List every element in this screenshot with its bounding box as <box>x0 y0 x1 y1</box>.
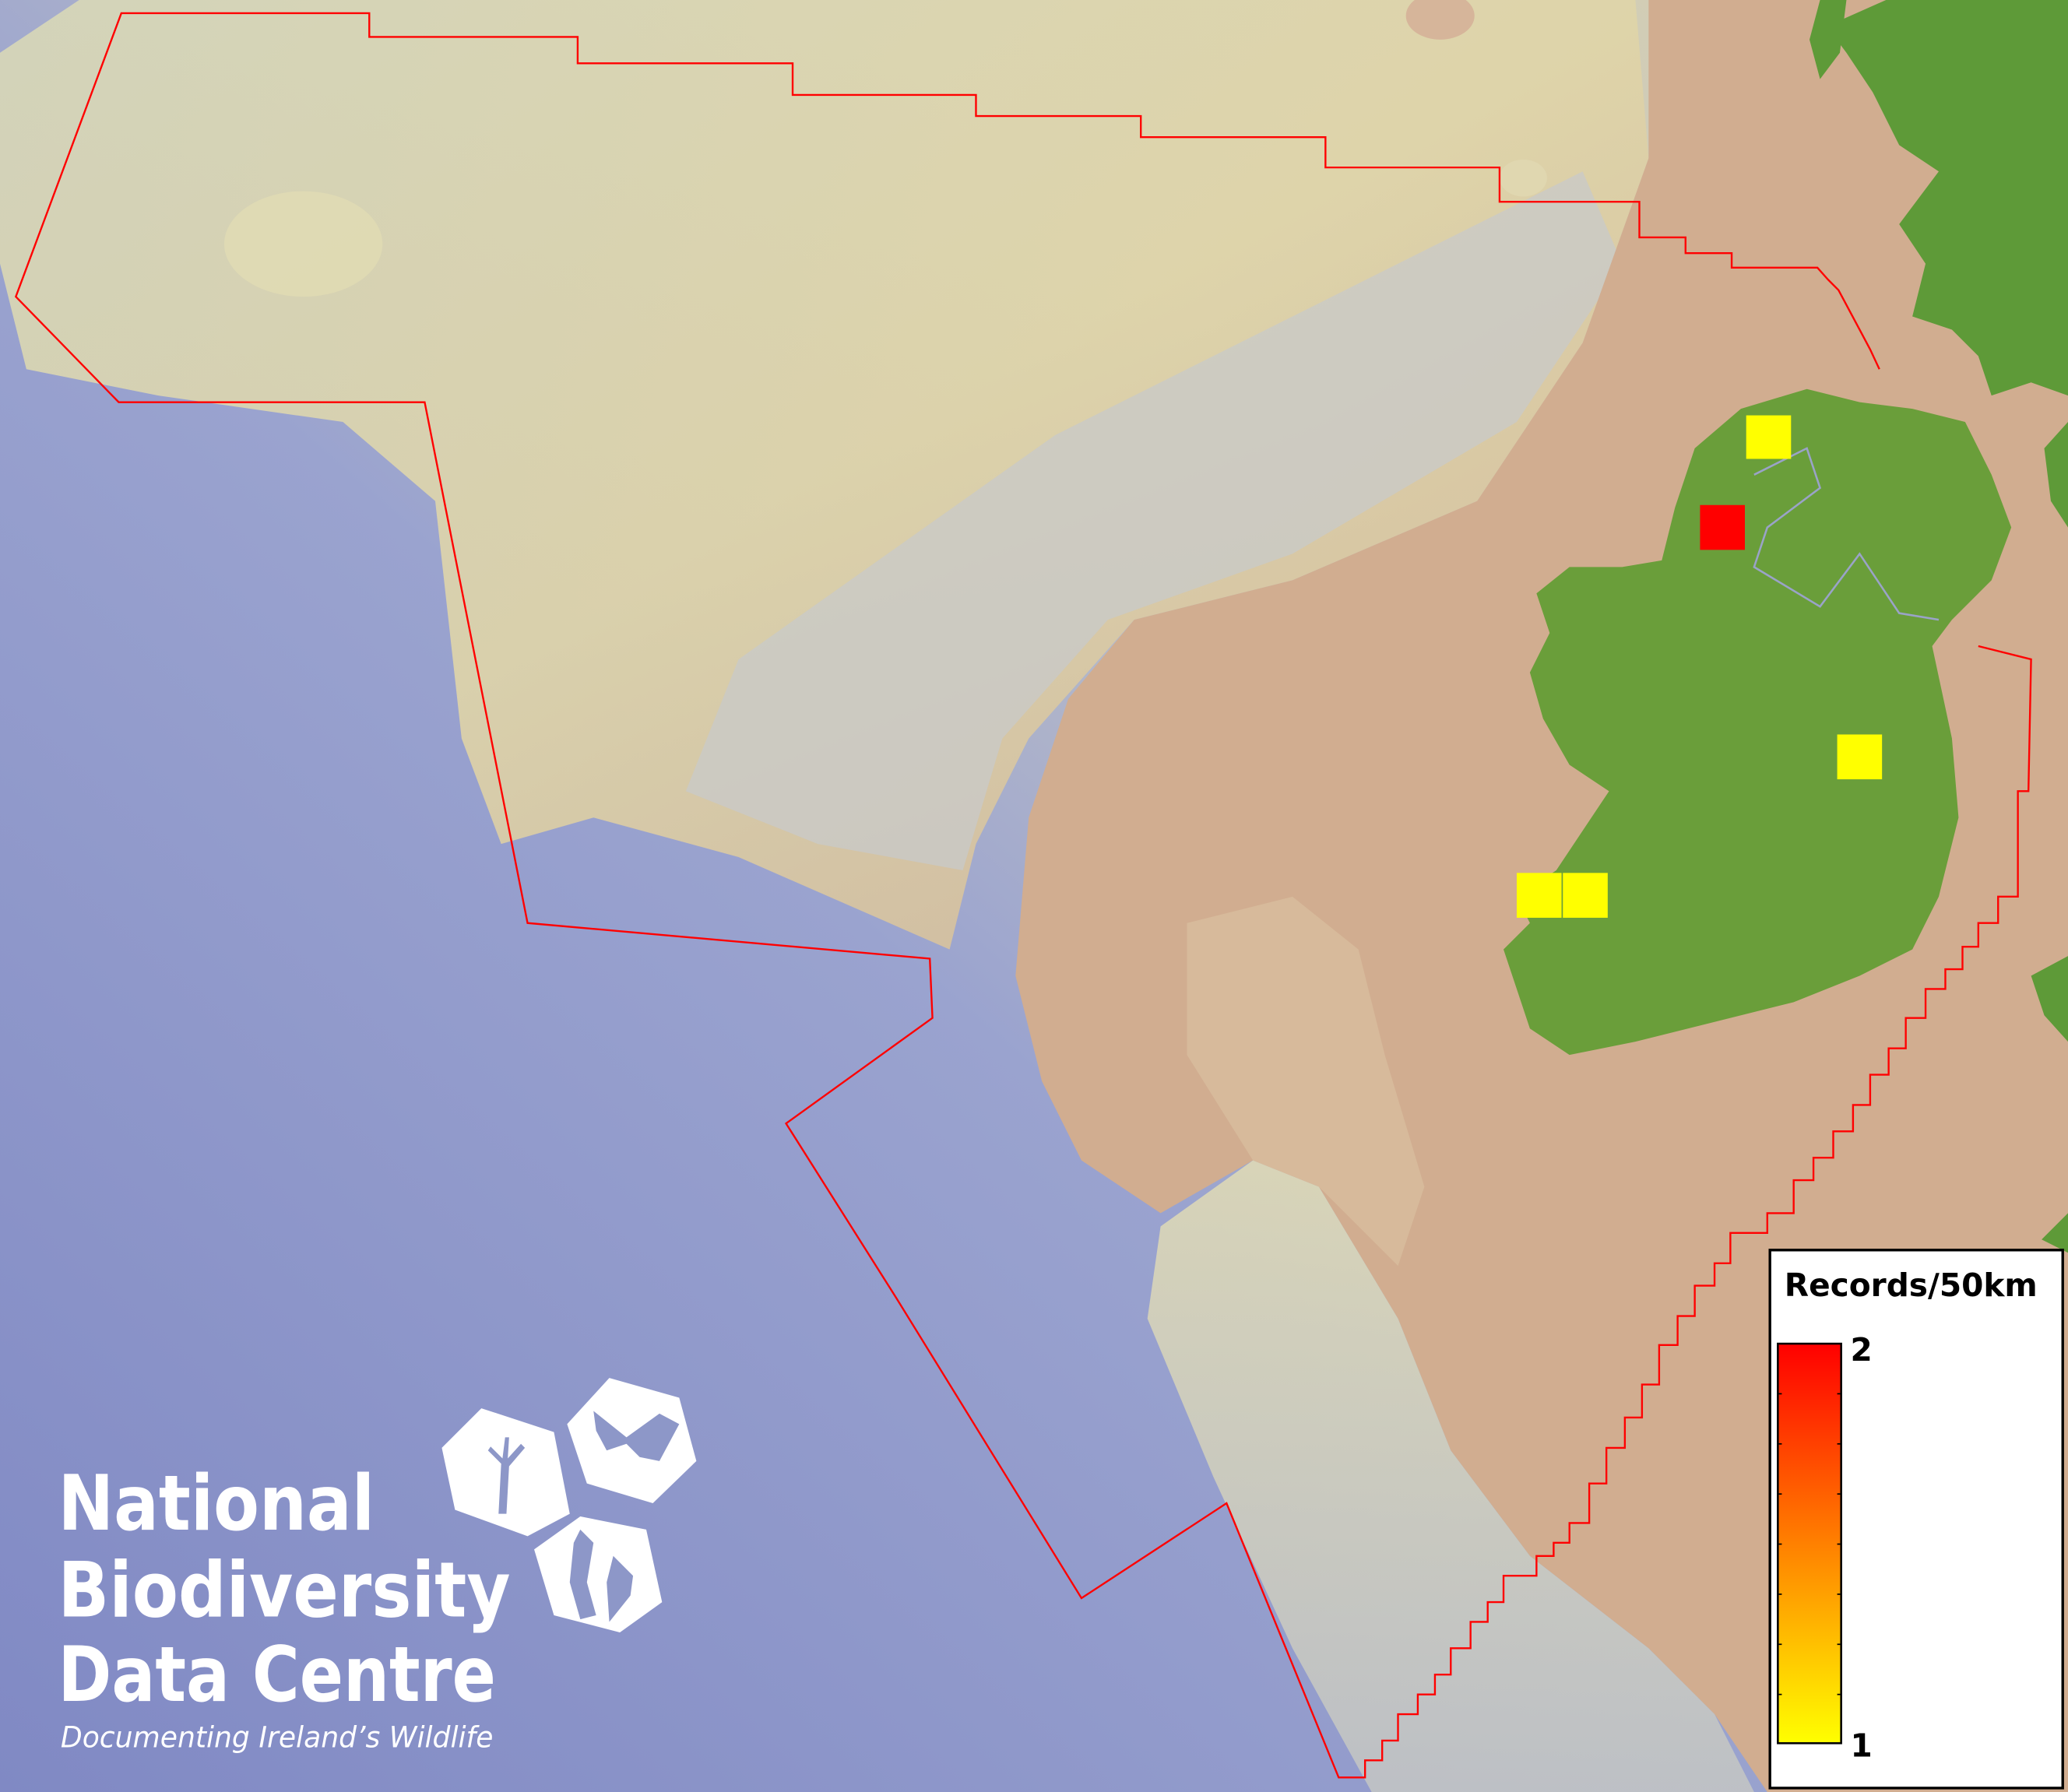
seahorse-icon <box>569 1529 634 1622</box>
border-northern-ireland <box>1753 447 1940 621</box>
land-ireland <box>1504 388 2012 1056</box>
grid-cell-kerry-east[interactable] <box>1563 873 1608 918</box>
butterfly-icon <box>593 1411 680 1461</box>
logo-line-biodiversity: Biodiversity <box>58 1547 511 1636</box>
porcupine-seabight <box>1187 896 1425 1267</box>
rockall-trough <box>685 171 1623 870</box>
grid-cell-donegal-north[interactable] <box>1746 415 1792 459</box>
porcupine-bank <box>1147 1160 1754 1792</box>
logo-line-data-centre: Data Centre <box>58 1631 496 1720</box>
plant-icon <box>487 1437 526 1514</box>
legend: Records/50km 2 1 <box>1768 1249 2064 1790</box>
grid-cell-kerry-west[interactable] <box>1516 873 1562 918</box>
records-grid <box>1516 415 1883 918</box>
grid-cell-midlands[interactable] <box>1837 734 1883 780</box>
seamount <box>1405 0 1475 40</box>
hexagon-seahorse-icon <box>534 1516 663 1633</box>
legend-title: Records/50km <box>1785 1267 2038 1304</box>
rockall-bank <box>0 0 1649 950</box>
logo-line-national: National <box>58 1460 375 1548</box>
legend-color-ramp <box>1777 1342 1842 1745</box>
logo-tagline: Documenting Ireland’s Wildlife <box>61 1720 494 1754</box>
grid-cell-donegal-south[interactable] <box>1700 504 1745 550</box>
eez-boundary-line <box>14 12 2032 1779</box>
land-isle-of-man-wales <box>2031 422 2068 1253</box>
legend-min-label: 1 <box>1851 1727 1873 1764</box>
legend-max-label: 2 <box>1851 1331 1873 1369</box>
land-scotland-islands <box>1810 0 1847 79</box>
nbdc-logo: National Biodiversity Data Centre Docume… <box>58 1378 697 1754</box>
seamount <box>223 191 383 297</box>
land-scotland <box>1827 0 2068 396</box>
seamount <box>1499 159 1547 197</box>
